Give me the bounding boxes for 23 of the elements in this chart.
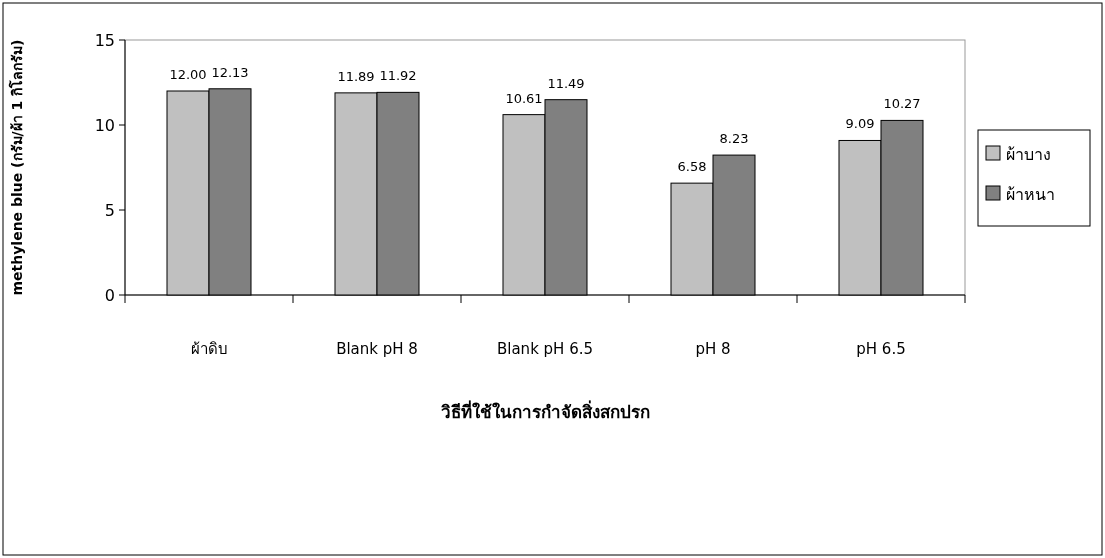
data-label: 12.13: [211, 64, 249, 80]
x-tick-label: Blank pH 6.5: [496, 340, 594, 358]
y-tick-label: 10: [94, 116, 115, 135]
x-tick-label: Blank pH 8: [336, 340, 418, 358]
x-tick-label: ผ้าดิบ: [190, 340, 228, 358]
data-label: 11.89: [337, 68, 375, 84]
data-label: 11.49: [547, 75, 585, 91]
data-label: 11.92: [379, 68, 417, 84]
x-axis-title: วิธีที่ใช้ในการกำจัดสิ่งสกปรก: [440, 400, 650, 422]
x-tick-label: pH 6.5: [856, 340, 906, 358]
data-label: 6.58: [677, 159, 707, 175]
y-tick-label: 5: [104, 201, 115, 220]
data-label: 10.61: [505, 90, 543, 106]
data-label: 8.23: [719, 131, 749, 147]
data-label: 10.27: [883, 96, 921, 112]
data-label: 9.09: [845, 116, 875, 132]
data-label: 12.00: [169, 67, 207, 82]
y-axis-title: methylene blue (กรัม/ผ้า 1 กิโลกรัม): [8, 39, 25, 296]
y-tick-label: 15: [94, 31, 115, 50]
x-tick-label: pH 8: [695, 340, 731, 358]
y-tick-label: 0: [104, 286, 115, 305]
legend-label: ผ้าบาง: [1006, 145, 1051, 164]
legend-label: ผ้าหนา: [1006, 185, 1055, 204]
